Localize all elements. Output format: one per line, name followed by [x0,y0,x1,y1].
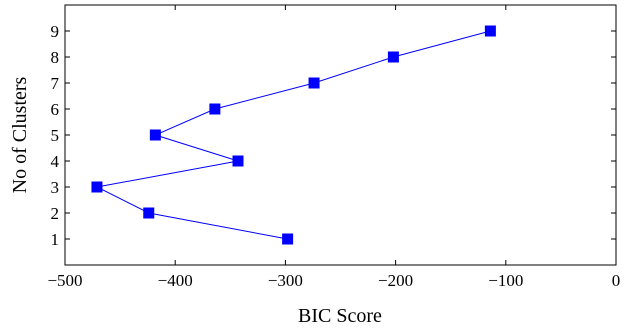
x-tick-label: −200 [378,271,413,290]
x-tick-label: −300 [268,271,303,290]
x-tick-label: −100 [488,271,523,290]
data-point [91,181,103,193]
x-axis-ticks: −500 −400 −300 −200 −100 0 [47,5,620,290]
x-axis-label: BIC Score [298,305,382,327]
series-markers [91,25,496,245]
y-tick-label: 9 [51,22,60,41]
data-point [308,77,320,89]
y-tick-label: 4 [51,152,60,171]
y-tick-label: 6 [51,100,60,119]
data-point [282,233,294,245]
y-tick-label: 1 [51,230,60,249]
x-tick-label: −500 [47,271,82,290]
data-point [232,155,244,167]
x-tick-label: 0 [612,271,621,290]
data-point [143,207,155,219]
data-point [209,103,221,115]
x-tick-label: −400 [158,271,193,290]
y-tick-label: 5 [51,126,60,145]
y-tick-label: 2 [51,204,60,223]
y-tick-label: 7 [51,74,60,93]
y-axis-label: No of Clusters [9,76,31,193]
data-point [149,129,161,141]
y-tick-label: 3 [51,178,60,197]
plot-frame [64,4,617,266]
data-point [484,25,496,37]
y-axis-ticks: 1 2 3 4 5 6 7 8 9 [51,22,616,249]
data-point [387,51,399,63]
y-tick-label: 8 [51,48,60,67]
